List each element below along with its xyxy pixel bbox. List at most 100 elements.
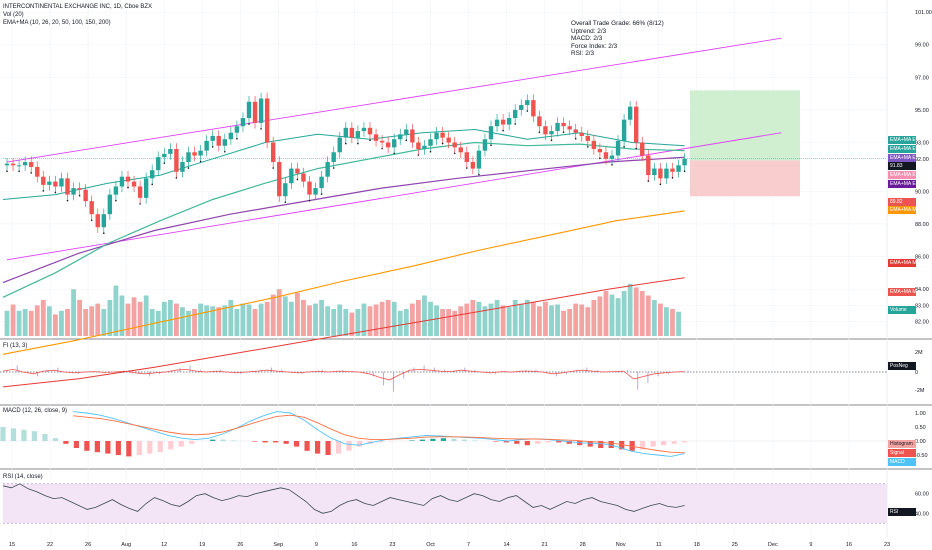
candle-body [506, 118, 512, 125]
psar-dot [260, 128, 262, 130]
candle-body [277, 162, 282, 197]
volume-bar [307, 305, 312, 336]
tag-histogram: Histogram [888, 440, 916, 448]
rsi-band [3, 483, 887, 524]
macd-histogram-bar [346, 441, 352, 451]
candle-body [258, 98, 264, 123]
tag-ma-vol: EMA+MA MA [888, 288, 916, 296]
macd-histogram-bar [640, 441, 646, 450]
volume-bar [397, 310, 403, 336]
psar-dot [139, 203, 141, 205]
volume-bar [482, 306, 488, 336]
volume-bar [458, 306, 464, 336]
candle-body [131, 181, 137, 187]
tag-macd: MACD [888, 458, 916, 466]
price-axis-tick: 82.00 [915, 320, 929, 326]
macd-histogram-bar [63, 441, 69, 444]
volume-bar [113, 285, 119, 336]
candle-body [65, 178, 70, 195]
psar-dot [562, 131, 565, 133]
psar-dot [151, 183, 153, 186]
volume-bar [10, 304, 16, 336]
macd-histogram-bar [535, 441, 541, 444]
psar-dot [623, 146, 625, 148]
candle-body [615, 140, 621, 156]
volume-bar [373, 304, 379, 336]
candle-body [670, 168, 675, 172]
psar-dot [587, 146, 589, 148]
volume-bar [282, 296, 288, 336]
volume-bar [591, 300, 597, 336]
grade-macd: MACD: 2/3 [571, 35, 603, 43]
candle-body [41, 176, 46, 185]
candle-body [162, 153, 167, 158]
rsi-panel-label: RSI (14, close) [3, 474, 43, 480]
volume-bar [446, 309, 452, 336]
volume-bar [192, 309, 197, 336]
candle-body [325, 162, 330, 177]
time-axis-tick: 25 [732, 542, 738, 548]
psar-dot [453, 152, 456, 155]
macd-histogram-bar [168, 441, 174, 450]
volume-bar [664, 307, 669, 336]
volume-bar [573, 303, 579, 336]
time-axis-tick: Aug [121, 542, 131, 548]
macd-histogram-bar [419, 439, 426, 441]
macd-histogram-bar [126, 441, 132, 457]
ma100-line [2, 156, 685, 284]
volume-bar [549, 305, 554, 336]
volume-bar [639, 291, 645, 336]
macd-histogram-bar [545, 441, 551, 443]
volume-bar [530, 301, 536, 336]
candle-body [537, 116, 542, 127]
volume-bar [83, 309, 89, 336]
macd-histogram-bar [461, 439, 467, 441]
volume-bar [537, 306, 542, 336]
candle-body [222, 139, 227, 146]
volume-bar [240, 303, 246, 336]
candle-body [192, 152, 197, 156]
macd-signal-line [72, 414, 685, 454]
time-axis-tick: Nov [616, 542, 626, 548]
candle-body [10, 163, 16, 166]
psar-dot [127, 186, 129, 189]
candle-body [634, 106, 639, 143]
time-axis-tick: Sep [273, 542, 283, 548]
time-axis-tick: 21 [542, 542, 548, 548]
macd-histogram-bar [220, 439, 226, 441]
psar-dot [236, 137, 238, 140]
psar-dot [224, 150, 226, 153]
candle-body [174, 149, 179, 172]
candle-body [646, 155, 651, 176]
volume-bar [264, 301, 270, 336]
candle-body [319, 176, 324, 189]
tag-fi: PosNeg [888, 362, 916, 370]
price-axis-tick: 99.00 [915, 43, 929, 49]
candle-body [513, 109, 518, 119]
candle-body [71, 188, 76, 195]
psar-dot [635, 147, 637, 150]
volume-bar [403, 309, 409, 336]
candle-body [567, 126, 572, 130]
macd-histogram-bar [577, 441, 583, 446]
candle-body [585, 135, 590, 141]
volume-bar [95, 303, 101, 336]
volume-bar [174, 303, 179, 336]
psar-dot [199, 160, 202, 163]
trade-target-zone [690, 90, 800, 161]
macd-panel-label: MACD (12, 26, close, 9) [3, 408, 68, 414]
volume-bar [125, 303, 131, 336]
volume-bar [422, 295, 427, 336]
macd-histogram-bar [524, 441, 530, 446]
psar-dot [441, 142, 444, 145]
candle-body [476, 150, 482, 169]
volume-bar [46, 306, 52, 336]
psar-dot [115, 199, 117, 202]
candle-body [531, 100, 536, 117]
macd-histogram-bar [556, 441, 562, 443]
candle-body [137, 186, 143, 198]
psar-dot [272, 167, 275, 169]
volume-bar [180, 307, 185, 336]
candle-body [246, 101, 252, 119]
